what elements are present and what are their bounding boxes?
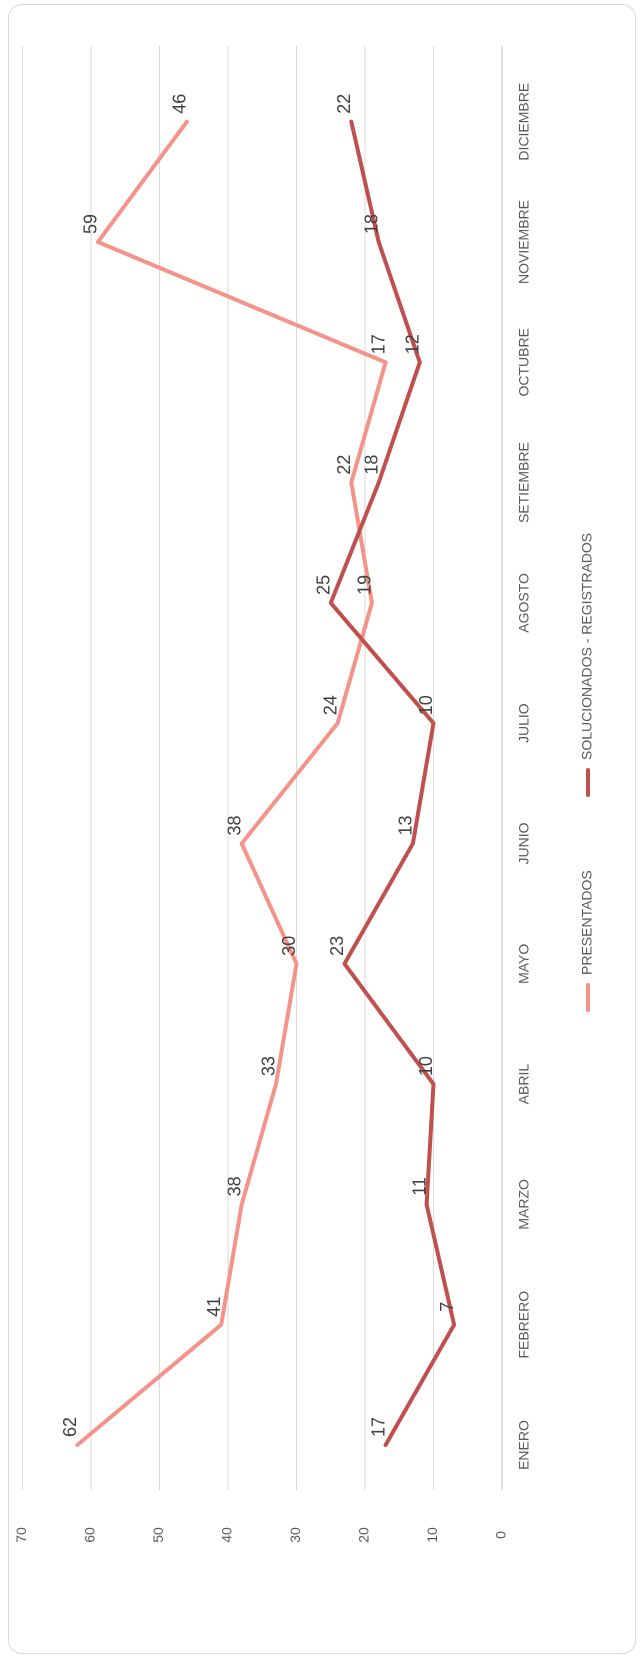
data-label: 30: [279, 936, 299, 956]
axes: 0 10 20 30 40 50 60 70 ENERO FEBRERO MARZO ABRIL MAY…: [13, 83, 532, 1543]
data-label: 23: [327, 936, 347, 956]
category-label: ENERO: [516, 1420, 532, 1470]
value-tick-label: 20: [356, 1527, 372, 1543]
data-label: 11: [409, 1177, 429, 1196]
value-tick-label: 10: [424, 1527, 440, 1543]
category-label: DICIEMBRE: [516, 83, 532, 161]
category-label: JUNIO: [516, 822, 532, 864]
category-label: MAYO: [516, 944, 532, 984]
legend-label-2: SOLUCIONADOS - REGISTRADOS: [579, 533, 595, 760]
series-line-1: [75, 119, 388, 1447]
value-tick-label: 50: [150, 1527, 166, 1543]
data-label: 25: [314, 575, 334, 595]
data-label: 17: [368, 1417, 388, 1437]
category-label: JULIO: [516, 703, 532, 743]
data-label: 13: [396, 815, 416, 835]
category-label: FEBRERO: [516, 1291, 532, 1359]
data-label: 22: [334, 455, 354, 475]
gridlines: [22, 46, 503, 1490]
category-label: ABRIL: [516, 1064, 532, 1105]
value-tick-label: 30: [287, 1527, 303, 1543]
data-label: 41: [204, 1297, 224, 1317]
value-tick-label: 60: [82, 1527, 98, 1543]
data-label: 46: [170, 94, 190, 114]
value-tick-label: 70: [13, 1527, 29, 1543]
data-label: 10: [416, 695, 436, 715]
value-tick-label: 0: [493, 1531, 509, 1539]
data-label: 38: [224, 815, 244, 835]
data-label: 33: [259, 1056, 279, 1076]
category-label: NOVIEMBRE: [516, 200, 532, 284]
data-label: 62: [60, 1417, 80, 1437]
chart-frame: [8, 4, 636, 1654]
data-label: 10: [416, 1056, 436, 1076]
data-label: 38: [224, 1176, 244, 1196]
category-label: SETIEMBRE: [516, 442, 532, 523]
category-label: AGOSTO: [516, 573, 532, 633]
data-label: 19: [355, 575, 375, 595]
data-label: 12: [403, 334, 423, 354]
category-label: OCTUBRE: [516, 328, 532, 396]
data-label: 59: [81, 214, 101, 234]
legend: PRESENTADOS SOLUCIONADOS - REGISTRADOS: [579, 533, 595, 1012]
data-label: 7: [437, 1302, 457, 1312]
data-label: 17: [368, 334, 388, 354]
data-label: 18: [361, 214, 381, 234]
series-lines: [75, 119, 457, 1447]
data-label: 22: [334, 94, 354, 114]
series-line-2: [328, 119, 457, 1447]
data-label: 18: [361, 455, 381, 475]
data-label: 24: [320, 695, 340, 715]
legend-label-1: PRESENTADOS: [579, 870, 595, 975]
category-label: MARZO: [516, 1179, 532, 1230]
data-labels: 62 41 38 33 30 38 24 19 22 17 59 46 17 7 11 10 23 13 10 25 1…: [60, 94, 457, 1437]
value-tick-label: 40: [219, 1527, 235, 1543]
